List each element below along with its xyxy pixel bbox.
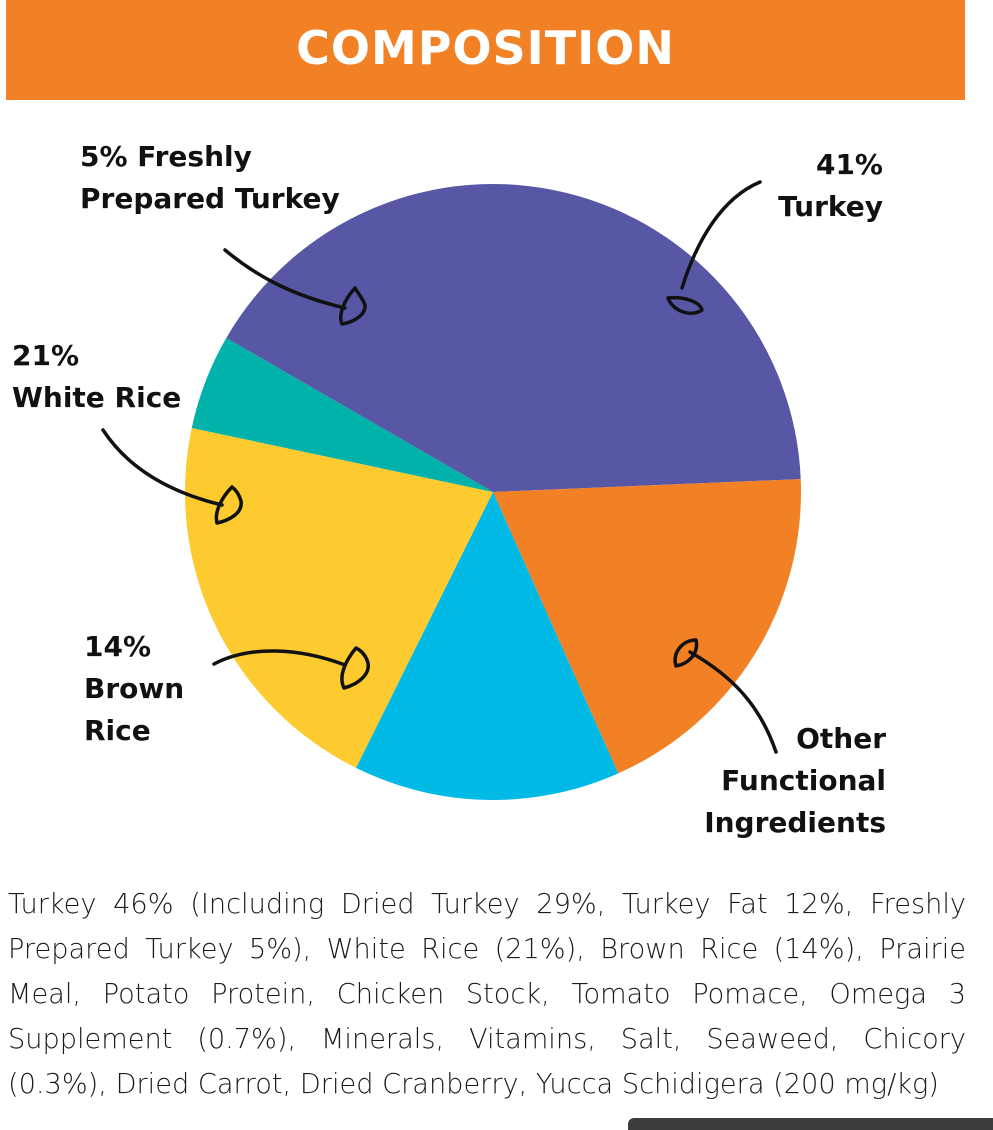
- pie-slice-turkey: [226, 183, 801, 492]
- label-freshly-prepared-turkey: 5% Freshly Prepared Turkey: [80, 136, 340, 220]
- label-white-line-2: White Rice: [12, 381, 182, 414]
- label-brown-line-3: Rice: [84, 714, 151, 747]
- callout-arrows: [101, 180, 778, 754]
- label-brown-rice: 14% Brown Rice: [84, 626, 184, 752]
- label-other-line-2: Functional: [721, 764, 886, 797]
- label-other-line-3: Ingredients: [704, 806, 886, 839]
- arrowhead-turkey: [666, 295, 704, 315]
- pie-slice-white: [184, 427, 493, 768]
- pie-slice-brown: [356, 492, 619, 800]
- arrowhead-other: [673, 638, 699, 668]
- composition-pie-chart: [101, 180, 802, 800]
- composition-banner: COMPOSITION: [6, 0, 965, 100]
- label-white-line-1: 21%: [12, 339, 80, 372]
- label-brown-line-2: Brown: [84, 672, 185, 705]
- ingredients-list: Turkey 46% (Including Dried Turkey 29%, …: [8, 889, 966, 1100]
- label-turkey-line-1: 41%: [815, 148, 883, 181]
- label-brown-line-1: 14%: [84, 630, 152, 663]
- label-white-rice: 21% White Rice: [12, 335, 181, 419]
- arrowhead-fresh: [339, 286, 367, 326]
- callout-arrow-turkey: [680, 180, 762, 290]
- bottom-overlay-bar: [628, 1118, 993, 1130]
- arrowhead-white: [214, 485, 243, 525]
- callout-arrow-white: [101, 428, 224, 507]
- label-turkey-line-2: Turkey: [778, 190, 883, 223]
- label-other-line-1: Other: [796, 722, 886, 755]
- arrowhead-brown: [340, 646, 370, 690]
- pie-slices: [184, 183, 802, 800]
- label-turkey: 41% Turkey: [778, 144, 883, 228]
- callout-arrow-fresh: [223, 248, 347, 310]
- pie-slice-fresh: [191, 338, 494, 492]
- callout-arrow-brown: [212, 649, 347, 667]
- label-fresh-line-2: Prepared Turkey: [80, 182, 340, 215]
- page-title: COMPOSITION: [296, 21, 675, 75]
- label-fresh-line-1: 5% Freshly: [80, 140, 252, 173]
- label-other-functional-ingredients: Other Functional Ingredients: [660, 718, 886, 844]
- pie-slice-other: [493, 479, 802, 774]
- callout-arrow-other: [688, 650, 778, 754]
